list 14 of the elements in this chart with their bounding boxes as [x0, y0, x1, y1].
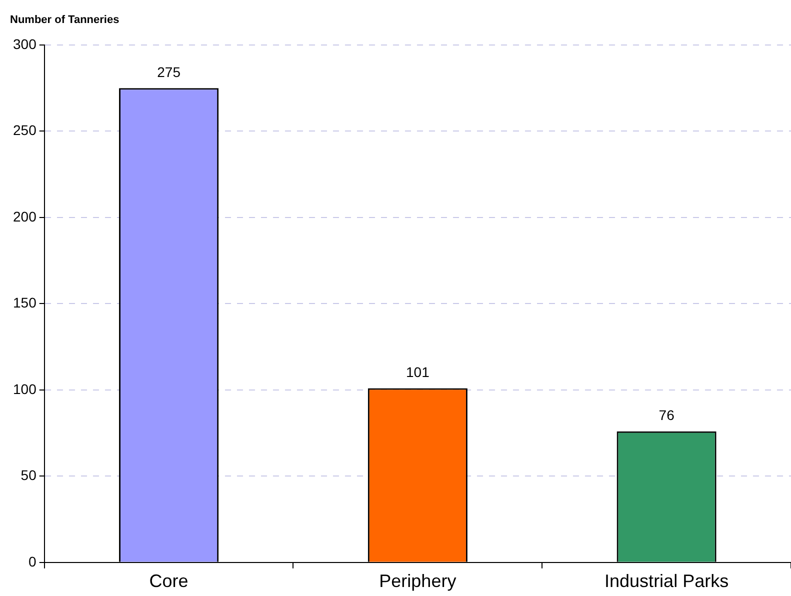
- data-label: 101: [406, 364, 430, 380]
- y-tick-label: 200: [13, 208, 37, 224]
- data-label: 275: [157, 64, 181, 80]
- y-tick-label: 100: [13, 380, 37, 397]
- x-tick-label: Industrial Parks: [604, 571, 729, 592]
- y-tick-label: 300: [13, 36, 37, 52]
- x-tick-label: Periphery: [379, 571, 456, 592]
- x-tick-label: Core: [149, 571, 188, 592]
- y-axis-title: Number of Tanneries: [10, 14, 120, 26]
- y-tick-label: 50: [20, 467, 37, 484]
- y-tick-label: 250: [13, 122, 37, 138]
- y-tick-label: 0: [28, 553, 37, 570]
- data-label: 76: [658, 407, 675, 424]
- y-tick-label: 150: [13, 294, 37, 311]
